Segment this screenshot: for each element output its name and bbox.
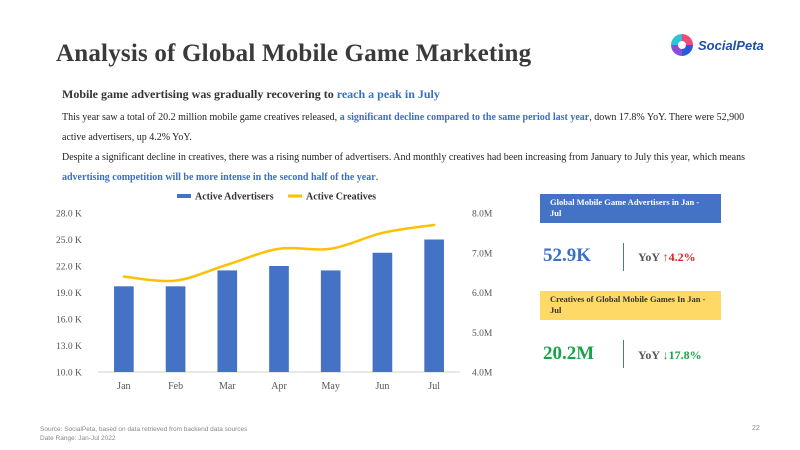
page-number: 22 — [752, 425, 760, 432]
y-left-tick-label: 10.0 K — [56, 369, 82, 379]
legend-swatch-active-advertisers — [177, 194, 191, 198]
creatives-yoy-value: ↓17.8% — [662, 348, 702, 362]
source-footer: Source: SocialPeta, based on data retrie… — [40, 425, 247, 443]
source-note: Source: SocialPeta, based on data retrie… — [40, 426, 248, 433]
bar-active-advertisers — [372, 252, 393, 372]
creatives-yoy-label: YoY — [638, 348, 663, 362]
subtitle-highlight: reach a peak in July — [336, 87, 440, 101]
brand-logo: SocialPeta — [670, 30, 764, 60]
advertisers-yoy-label: YoY — [638, 250, 663, 264]
x-tick-label: May — [322, 381, 340, 392]
summary-paragraph-1: This year saw a total of 20.2 million mo… — [62, 108, 752, 148]
y-left-tick-label: 16.0 K — [56, 316, 82, 326]
paragraph-1-text-a: This year saw a total of 20.2 million mo… — [62, 112, 340, 123]
page-title: Analysis of Global Mobile Game Marketing — [56, 40, 532, 67]
y-right-tick-label: 8.0M — [472, 210, 493, 220]
y-left-tick-label: 13.0 K — [56, 342, 82, 352]
y-left-tick-label: 22.0 K — [56, 263, 82, 273]
advertisers-yoy: YoY ↑4.2% — [638, 250, 696, 265]
x-tick-label: Jan — [117, 381, 130, 392]
paragraph-2-highlight: advertising competition will be more int… — [62, 172, 376, 183]
logo-text: SocialPeta — [698, 37, 764, 53]
advertisers-creatives-chart: Active Advertisers Active Creatives 10.0 K… — [56, 192, 493, 393]
y-left-tick-label: 25.0 K — [56, 236, 82, 246]
y-right-tick-label: 6.0M — [472, 289, 493, 299]
legend-label-active-advertisers: Active Advertisers — [195, 192, 274, 203]
advertisers-card-divider — [623, 243, 624, 271]
advertisers-total-value: 52.9K — [543, 245, 592, 266]
bar-active-advertisers — [269, 266, 289, 372]
line-active-creatives — [122, 223, 436, 283]
paragraph-1-text-b: , down 17.8% YoY. There were 52,900 acti… — [62, 112, 745, 143]
bar-active-advertisers — [320, 270, 341, 372]
y-left-tick-label: 19.0 K — [56, 289, 82, 299]
y-left-tick-label: 28.0 K — [56, 210, 82, 220]
x-tick-label: Jul — [428, 381, 440, 392]
x-tick-label: Apr — [271, 381, 287, 392]
x-tick-label: Mar — [219, 381, 236, 392]
bar-active-advertisers — [424, 239, 444, 372]
creatives-total-value: 20.2M — [543, 343, 595, 364]
advertisers-card-header: Global Mobile Game Advertisers in Jan - … — [540, 194, 721, 223]
paragraph-2-text-b: . — [375, 172, 379, 183]
legend-label-active-creatives: Active Creatives — [306, 192, 376, 203]
bar-active-advertisers — [217, 270, 238, 372]
bar-active-advertisers — [114, 286, 134, 372]
summary-paragraph-2: Despite a significant decline in creativ… — [62, 148, 752, 188]
subtitle-prefix: Mobile game advertising was gradually re… — [62, 87, 337, 101]
y-right-tick-label: 5.0M — [472, 329, 493, 339]
creatives-card-header: Creatives of Global Mobile Games In Jan … — [540, 291, 721, 320]
x-tick-label: Feb — [168, 381, 183, 392]
creatives-yoy: YoY ↓17.8% — [638, 348, 702, 363]
advertisers-yoy-value: ↑4.2% — [662, 250, 696, 264]
paragraph-1-highlight: a significant decline compared to the sa… — [339, 112, 590, 123]
y-right-tick-label: 7.0M — [472, 249, 493, 259]
x-tick-label: Jun — [375, 381, 389, 392]
socialpeta-logo-icon — [671, 34, 693, 56]
creatives-card-divider — [623, 340, 624, 368]
section-subtitle: Mobile game advertising was gradually re… — [62, 87, 440, 102]
paragraph-2-text-a: Despite a significant decline in creativ… — [62, 152, 745, 163]
date-range-note: Date Range: Jan-Jul 2022 — [40, 435, 116, 442]
bar-active-advertisers — [165, 286, 186, 372]
y-right-tick-label: 4.0M — [472, 369, 493, 379]
